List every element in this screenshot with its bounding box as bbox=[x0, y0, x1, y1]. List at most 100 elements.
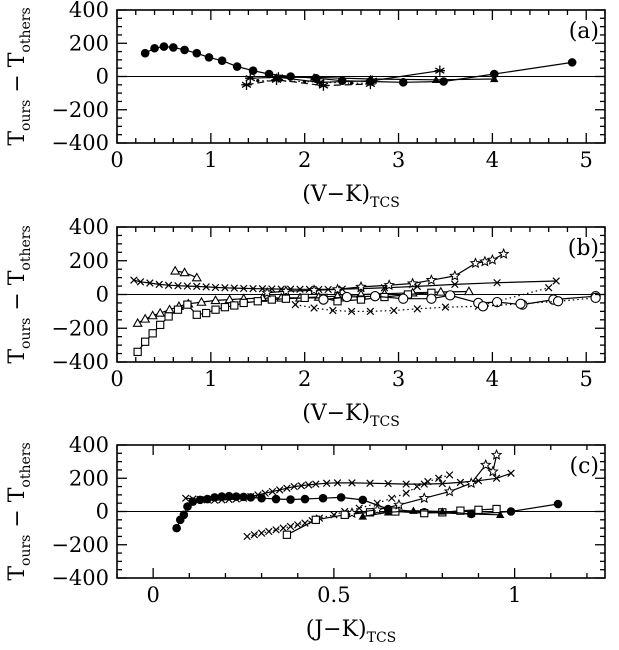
y-tick-label: 200 bbox=[69, 31, 109, 55]
data-point bbox=[140, 313, 151, 323]
data-point bbox=[210, 295, 221, 305]
y-axis-label-sub: others bbox=[18, 442, 34, 487]
x-tick-label: 4 bbox=[486, 367, 499, 391]
data-point bbox=[272, 73, 281, 81]
data-point bbox=[318, 294, 329, 305]
data-point bbox=[181, 494, 190, 502]
data-point bbox=[435, 286, 446, 296]
data-point bbox=[413, 482, 421, 491]
data-point bbox=[146, 279, 154, 287]
data-point bbox=[439, 77, 448, 86]
data-point bbox=[445, 290, 456, 301]
data-point bbox=[275, 486, 284, 494]
series-line bbox=[257, 80, 371, 84]
series-5 bbox=[291, 284, 553, 316]
data-point bbox=[553, 499, 563, 509]
data-point bbox=[173, 305, 183, 314]
data-point bbox=[148, 329, 157, 338]
data-point bbox=[369, 291, 381, 302]
data-point bbox=[347, 307, 356, 316]
data-point bbox=[311, 515, 320, 524]
y-tick-label: −400 bbox=[51, 566, 109, 590]
data-point bbox=[438, 479, 447, 488]
y-tick-label: 0 bbox=[96, 283, 109, 307]
data-point bbox=[388, 494, 396, 502]
data-point bbox=[366, 307, 375, 316]
data-point bbox=[368, 81, 372, 85]
data-point bbox=[286, 495, 295, 504]
series-line bbox=[246, 79, 371, 87]
data-point bbox=[249, 284, 257, 293]
y-tick-label: 400 bbox=[69, 0, 109, 22]
data-point bbox=[413, 305, 422, 313]
x-tick-label: 3 bbox=[392, 367, 405, 391]
data-point bbox=[507, 469, 515, 477]
data-point bbox=[373, 499, 381, 507]
data-point bbox=[189, 495, 197, 503]
series-6 bbox=[346, 448, 503, 519]
data-point bbox=[393, 498, 405, 510]
series-line bbox=[362, 510, 501, 518]
data-point bbox=[474, 477, 483, 485]
y-tick-label: 0 bbox=[96, 500, 109, 524]
y-axis-label-sub: ours bbox=[18, 100, 34, 131]
x-tick-label: 1 bbox=[508, 583, 521, 607]
series-5 bbox=[256, 79, 372, 85]
series-line bbox=[482, 297, 596, 307]
data-point bbox=[174, 282, 182, 290]
data-point bbox=[314, 77, 325, 88]
data-point bbox=[172, 523, 181, 533]
panel-label: (b) bbox=[568, 236, 599, 261]
data-point bbox=[210, 496, 219, 504]
series-2 bbox=[181, 469, 515, 504]
data-point bbox=[283, 484, 291, 492]
data-point bbox=[366, 479, 374, 487]
data-point bbox=[390, 306, 398, 315]
data-point bbox=[155, 307, 166, 317]
data-point bbox=[341, 291, 353, 303]
y-axis-label: Tours − Tothers bbox=[5, 442, 34, 580]
data-point bbox=[552, 296, 564, 307]
data-point bbox=[150, 43, 159, 53]
data-point bbox=[164, 312, 173, 321]
data-point bbox=[169, 43, 178, 52]
data-point bbox=[204, 53, 214, 62]
x-tick-label: 5 bbox=[580, 148, 593, 172]
data-point bbox=[506, 507, 516, 516]
x-tick-label: 1 bbox=[204, 367, 217, 391]
data-point bbox=[456, 506, 465, 515]
data-point bbox=[340, 510, 349, 519]
data-point bbox=[192, 48, 202, 58]
data-point bbox=[544, 284, 553, 292]
x-axis-label: (J−K)TCS bbox=[306, 617, 397, 646]
data-point bbox=[230, 301, 239, 310]
data-point bbox=[490, 448, 503, 460]
data-point bbox=[493, 278, 501, 287]
data-point bbox=[239, 284, 248, 293]
data-point bbox=[202, 308, 211, 318]
data-point bbox=[479, 458, 492, 470]
data-point bbox=[515, 298, 526, 309]
data-point bbox=[286, 522, 295, 531]
data-point bbox=[303, 79, 307, 84]
data-point bbox=[296, 285, 304, 293]
data-point bbox=[449, 269, 461, 281]
data-point bbox=[346, 507, 358, 519]
y-axis-label-mid: − T bbox=[5, 52, 30, 99]
data-point bbox=[465, 477, 478, 489]
data-point bbox=[294, 521, 302, 529]
data-point bbox=[418, 492, 431, 504]
y-tick-label: −200 bbox=[51, 533, 109, 557]
x-axis-label-sub: TCS bbox=[367, 630, 397, 646]
data-point bbox=[180, 45, 189, 55]
data-point bbox=[491, 296, 503, 308]
data-point bbox=[193, 282, 201, 291]
y-axis-label-mid: − T bbox=[5, 487, 30, 534]
panel-a: 0 1 2 3 4 5 −400 −200 0 200 400 (a) (V−K)TCS Tours − … bbox=[5, 0, 606, 211]
data-point bbox=[434, 474, 443, 482]
x-tick-label: 4 bbox=[486, 148, 499, 172]
data-point bbox=[183, 502, 192, 511]
data-point bbox=[438, 507, 447, 515]
y-axis-label-sub: others bbox=[18, 7, 34, 52]
